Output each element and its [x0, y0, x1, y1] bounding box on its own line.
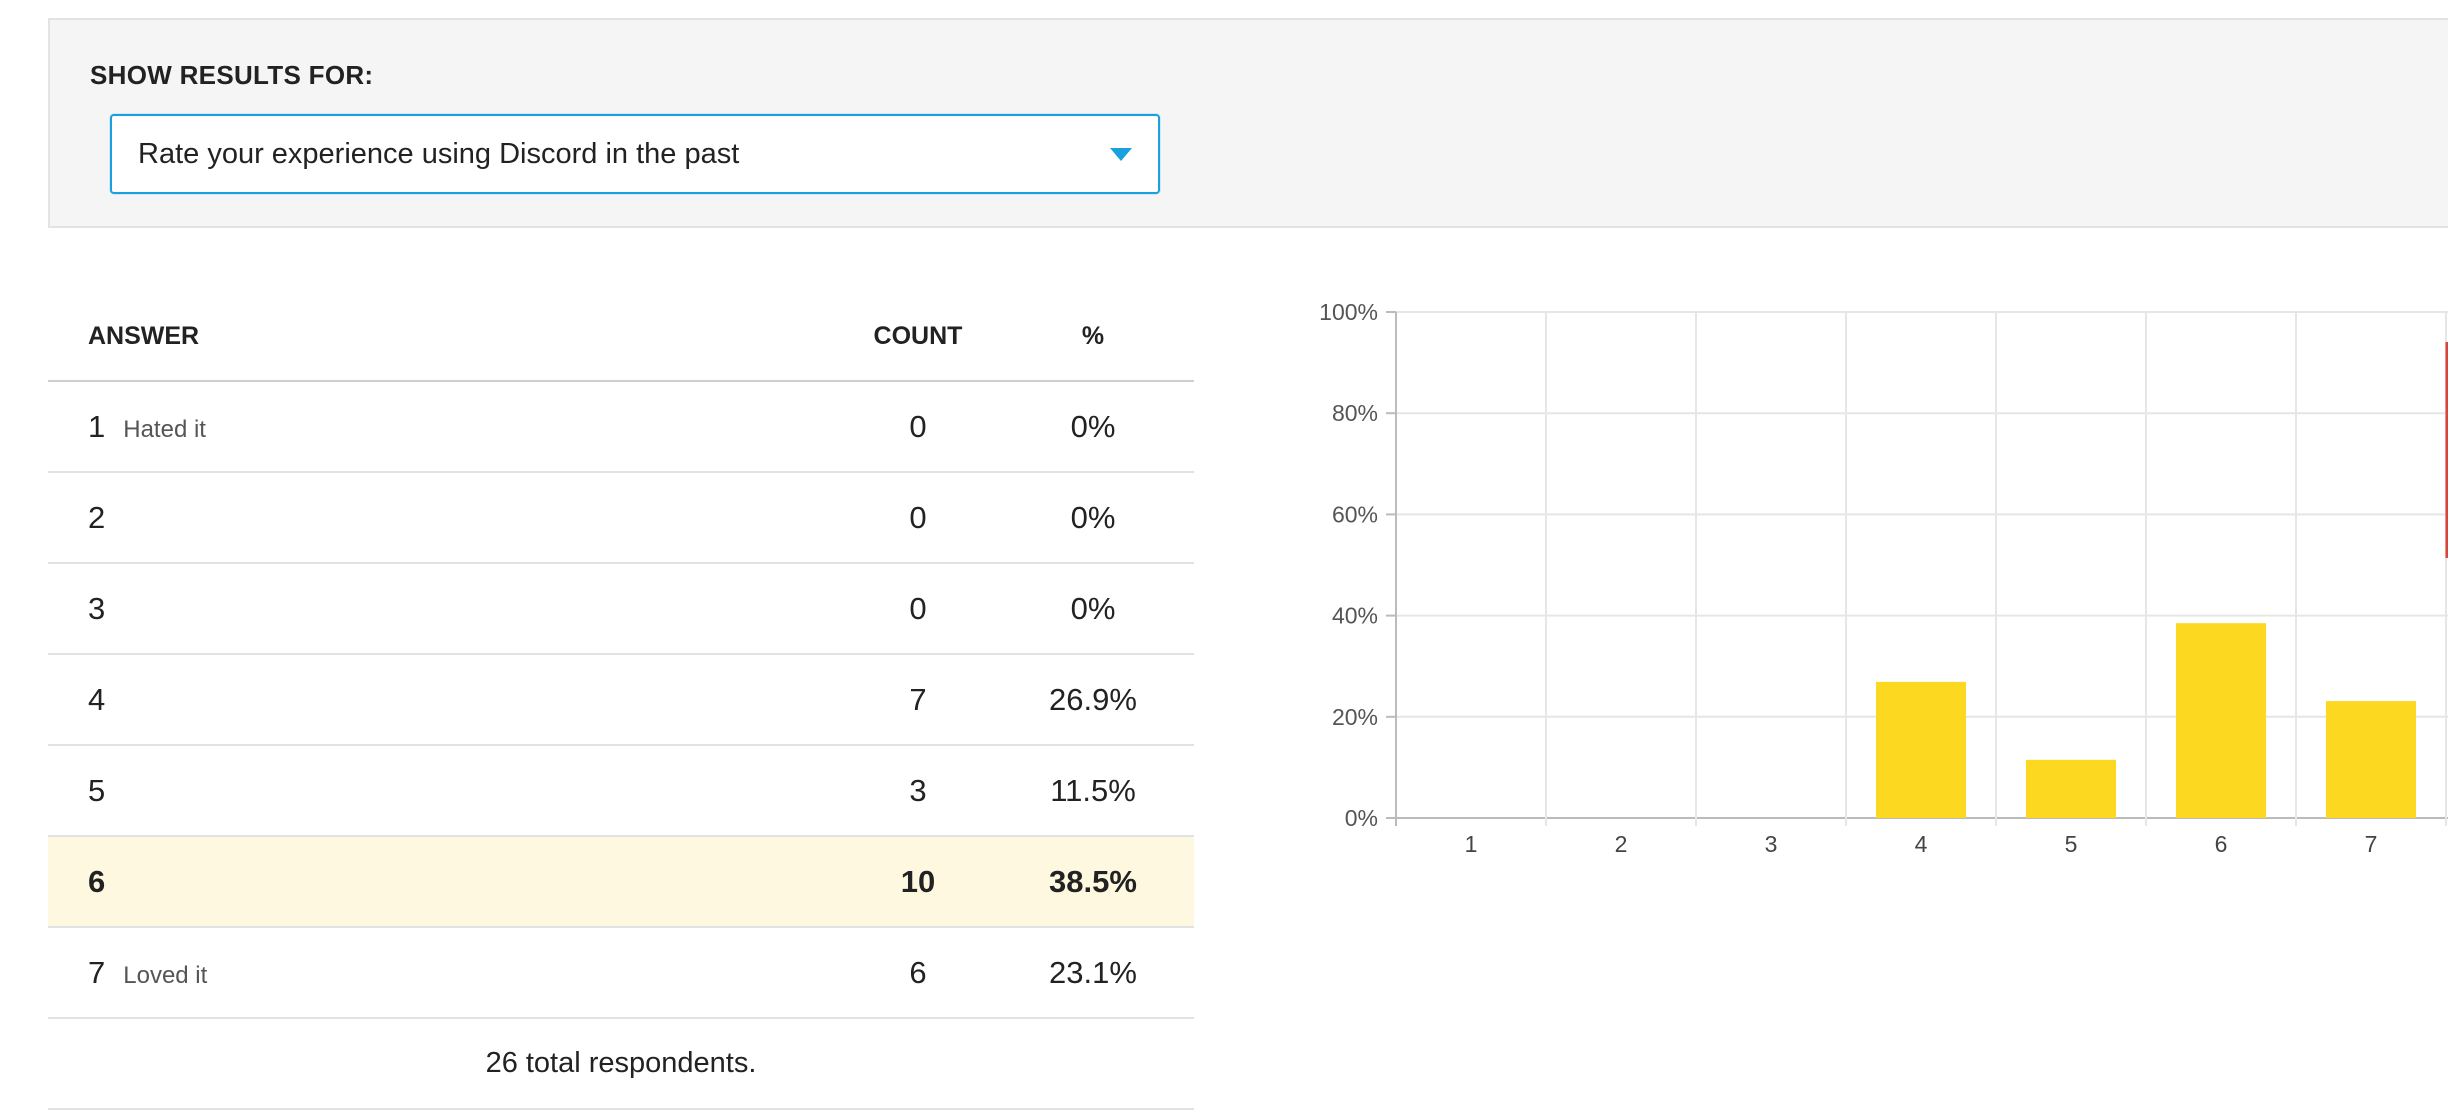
- answer-value: 1: [88, 409, 106, 444]
- header-answer: ANSWER: [88, 322, 200, 350]
- x-tick-label: 4: [1915, 831, 1928, 857]
- x-tick-label: 1: [1465, 831, 1478, 857]
- bar: [2176, 623, 2266, 818]
- count-value: 7: [909, 682, 927, 717]
- percent-value: 0%: [1070, 591, 1116, 626]
- y-tick-label: 40%: [1332, 603, 1378, 629]
- table-row: 5 3 11.5%: [48, 746, 1194, 837]
- answer-value: 3: [88, 591, 106, 626]
- table-row: 7 Loved it 6 23.1%: [48, 928, 1194, 1019]
- table-header: ANSWER COUNT %: [48, 292, 1194, 382]
- header-percent: %: [1081, 322, 1105, 350]
- x-tick-label: 6: [2215, 831, 2228, 857]
- bar: [1876, 681, 1966, 818]
- filter-panel: SHOW RESULTS FOR: Rate your experience u…: [48, 18, 2448, 228]
- y-tick-label: 20%: [1332, 704, 1378, 730]
- y-tick-label: 100%: [1319, 299, 1378, 325]
- percent-value: 38.5%: [1049, 864, 1137, 899]
- count-value: 0: [909, 409, 927, 444]
- y-tick-label: 0%: [1345, 805, 1378, 831]
- table-row: 4 7 26.9%: [48, 655, 1194, 746]
- answer-description: Hated it: [123, 416, 206, 443]
- percent-value: 11.5%: [1050, 773, 1136, 808]
- select-value: Rate your experience using Discord in th…: [138, 138, 740, 170]
- count-value: 3: [909, 773, 927, 808]
- y-tick-label: 80%: [1332, 400, 1378, 426]
- percent-value: 0%: [1070, 500, 1116, 535]
- question-select[interactable]: Rate your experience using Discord in th…: [110, 114, 1160, 194]
- results-table: ANSWER COUNT % 1 Hated it 0 0% 2 0 0% 3 0…: [48, 292, 1194, 1110]
- header-count: COUNT: [873, 322, 963, 350]
- percent-value: 23.1%: [1049, 955, 1137, 990]
- count-value: 0: [909, 500, 927, 535]
- x-tick-label: 7: [2365, 831, 2378, 857]
- table-row-highlighted: 6 10 38.5%: [48, 837, 1194, 928]
- x-tick-label: 5: [2065, 831, 2078, 857]
- count-value: 10: [900, 864, 936, 899]
- count-value: 6: [909, 955, 927, 990]
- y-tick-label: 60%: [1332, 501, 1378, 527]
- filter-label: SHOW RESULTS FOR:: [90, 60, 374, 90]
- bar: [2326, 701, 2416, 818]
- table-row: 3 0 0%: [48, 564, 1194, 655]
- answer-value: 7: [88, 955, 106, 990]
- percent-value: 0%: [1070, 409, 1116, 444]
- answer-value: 4: [88, 682, 106, 717]
- chevron-down-icon[interactable]: [1110, 148, 1132, 161]
- percent-value: 26.9%: [1049, 682, 1137, 717]
- count-value: 0: [909, 591, 927, 626]
- x-tick-label: 2: [1615, 831, 1628, 857]
- bar: [2026, 759, 2116, 818]
- table-row: 1 Hated it 0 0%: [48, 382, 1194, 473]
- total-respondents: 26 total respondents.: [48, 1019, 1194, 1110]
- answer-value: 5: [88, 773, 106, 808]
- results-bar-chart: 0% 20% 40% 60% 80% 100% 1 2 3 4 5 6 7: [1319, 299, 2448, 857]
- answer-description: Loved it: [123, 962, 208, 989]
- x-tick-label: 3: [1765, 831, 1778, 857]
- table-row: 2 0 0%: [48, 473, 1194, 564]
- answer-value: 2: [88, 500, 106, 535]
- answer-value: 6: [88, 864, 106, 899]
